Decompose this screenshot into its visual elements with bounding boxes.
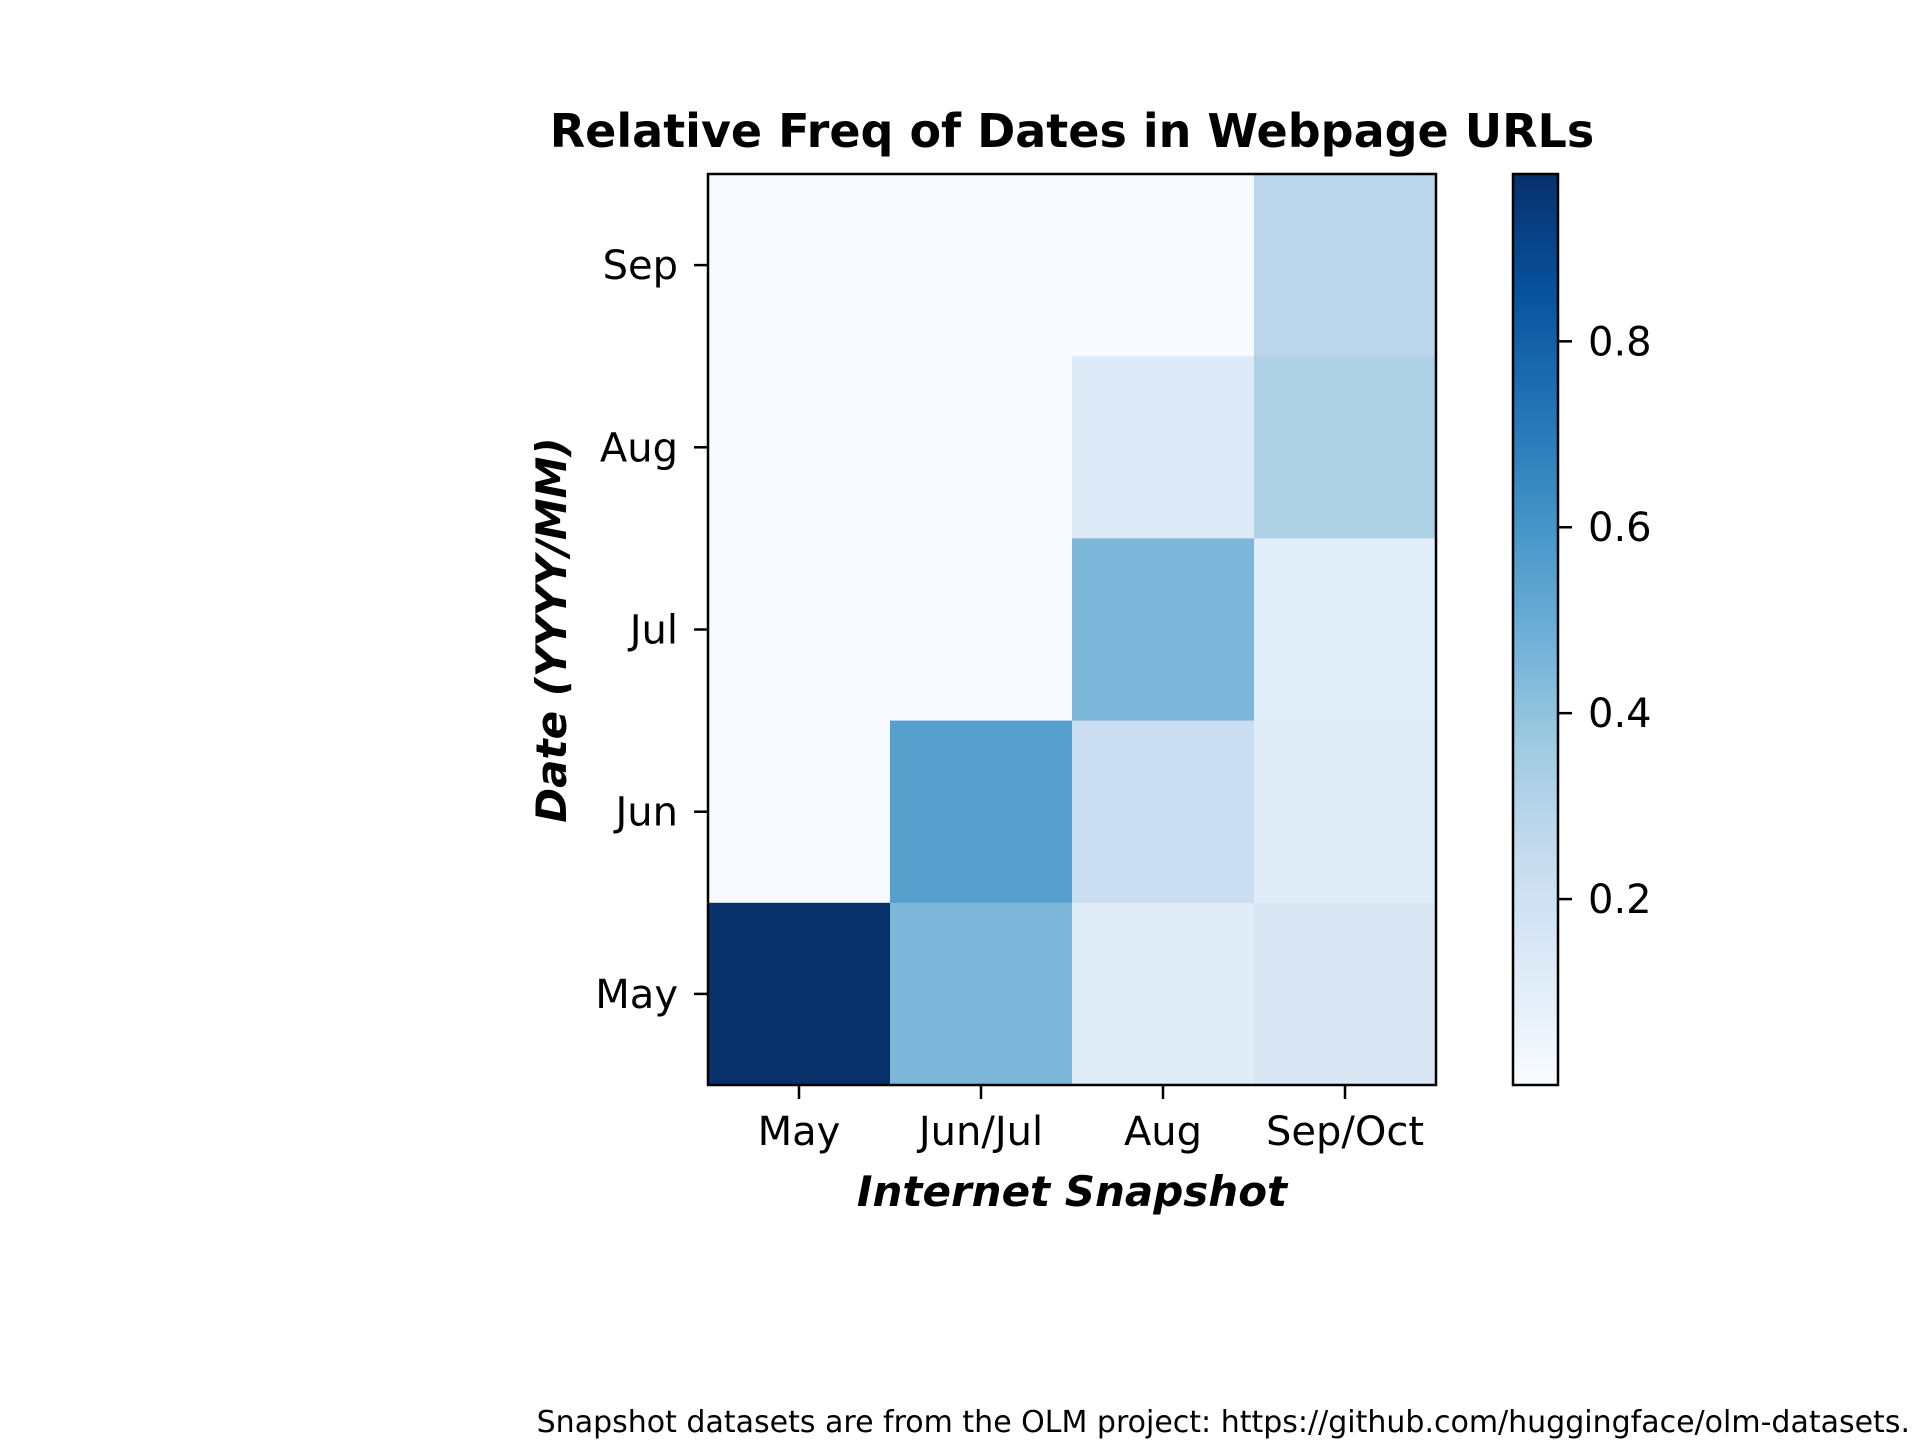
chart-title: Relative Freq of Dates in Webpage URLs (550, 104, 1594, 158)
heatmap-cell-jun-may (708, 720, 891, 904)
heatmap-cell-sep-aug (1072, 174, 1255, 357)
heatmap-cell-sep-may (708, 174, 891, 357)
heatmap-cell-aug-may (708, 356, 891, 539)
y-tick-label: Jun (613, 790, 679, 836)
heatmap-cell-aug-jun-jul (890, 356, 1073, 539)
heatmap-cell-may-jun-jul (890, 902, 1073, 1086)
heatmap-cell-sep-sep-oct (1254, 174, 1437, 357)
heatmap-cell-jul-sep-oct (1254, 538, 1437, 722)
heatmap-cell-may-sep-oct (1254, 902, 1437, 1086)
heatmap-cell-jun-sep-oct (1254, 720, 1437, 904)
colorbar-tick-label: 0.4 (1588, 691, 1652, 737)
heatmap-cell-jun-jun-jul (890, 720, 1073, 904)
y-tick-label: Aug (600, 425, 678, 471)
x-tick-label: Sep/Oct (1266, 1109, 1424, 1155)
heatmap-cell-jul-may (708, 538, 891, 722)
heatmap-cell-jul-jun-jul (890, 538, 1073, 722)
colorbar-tick-label: 0.2 (1588, 877, 1652, 923)
x-axis-label: Internet Snapshot (857, 1167, 1289, 1216)
x-axis-ticks: May Jun/Jul Aug Sep/Oct (758, 1085, 1424, 1155)
heatmap-cell-may-aug (1072, 902, 1255, 1086)
colorbar-ticks: 0.2 0.4 0.6 0.8 (1558, 319, 1652, 923)
x-tick-label: Jun/Jul (916, 1109, 1043, 1155)
colorbar-tick-label: 0.8 (1588, 319, 1652, 365)
colorbar (1511, 172, 1560, 1087)
heatmap-cells (708, 174, 1437, 1086)
x-tick-label: May (758, 1109, 841, 1155)
heatmap-cell-jun-aug (1072, 720, 1255, 904)
heatmap-cell-aug-sep-oct (1254, 356, 1437, 539)
x-tick-label: Aug (1124, 1109, 1202, 1155)
footnote: Snapshot datasets are from the OLM proje… (537, 1405, 1910, 1440)
heatmap-cell-jul-aug (1072, 538, 1255, 722)
heatmap-cell-may-may (708, 902, 891, 1086)
y-axis-ticks: Sep Aug Jul Jun May (595, 243, 708, 1018)
y-tick-label: May (595, 972, 678, 1018)
y-axis-label: Date (YYYY/MM) (527, 437, 576, 822)
colorbar-tick-label: 0.6 (1588, 505, 1652, 551)
y-tick-label: Jul (627, 608, 678, 654)
y-tick-label: Sep (603, 243, 678, 289)
heatmap-cell-sep-jun-jul (890, 174, 1073, 357)
heatmap-cell-aug-aug (1072, 356, 1255, 539)
